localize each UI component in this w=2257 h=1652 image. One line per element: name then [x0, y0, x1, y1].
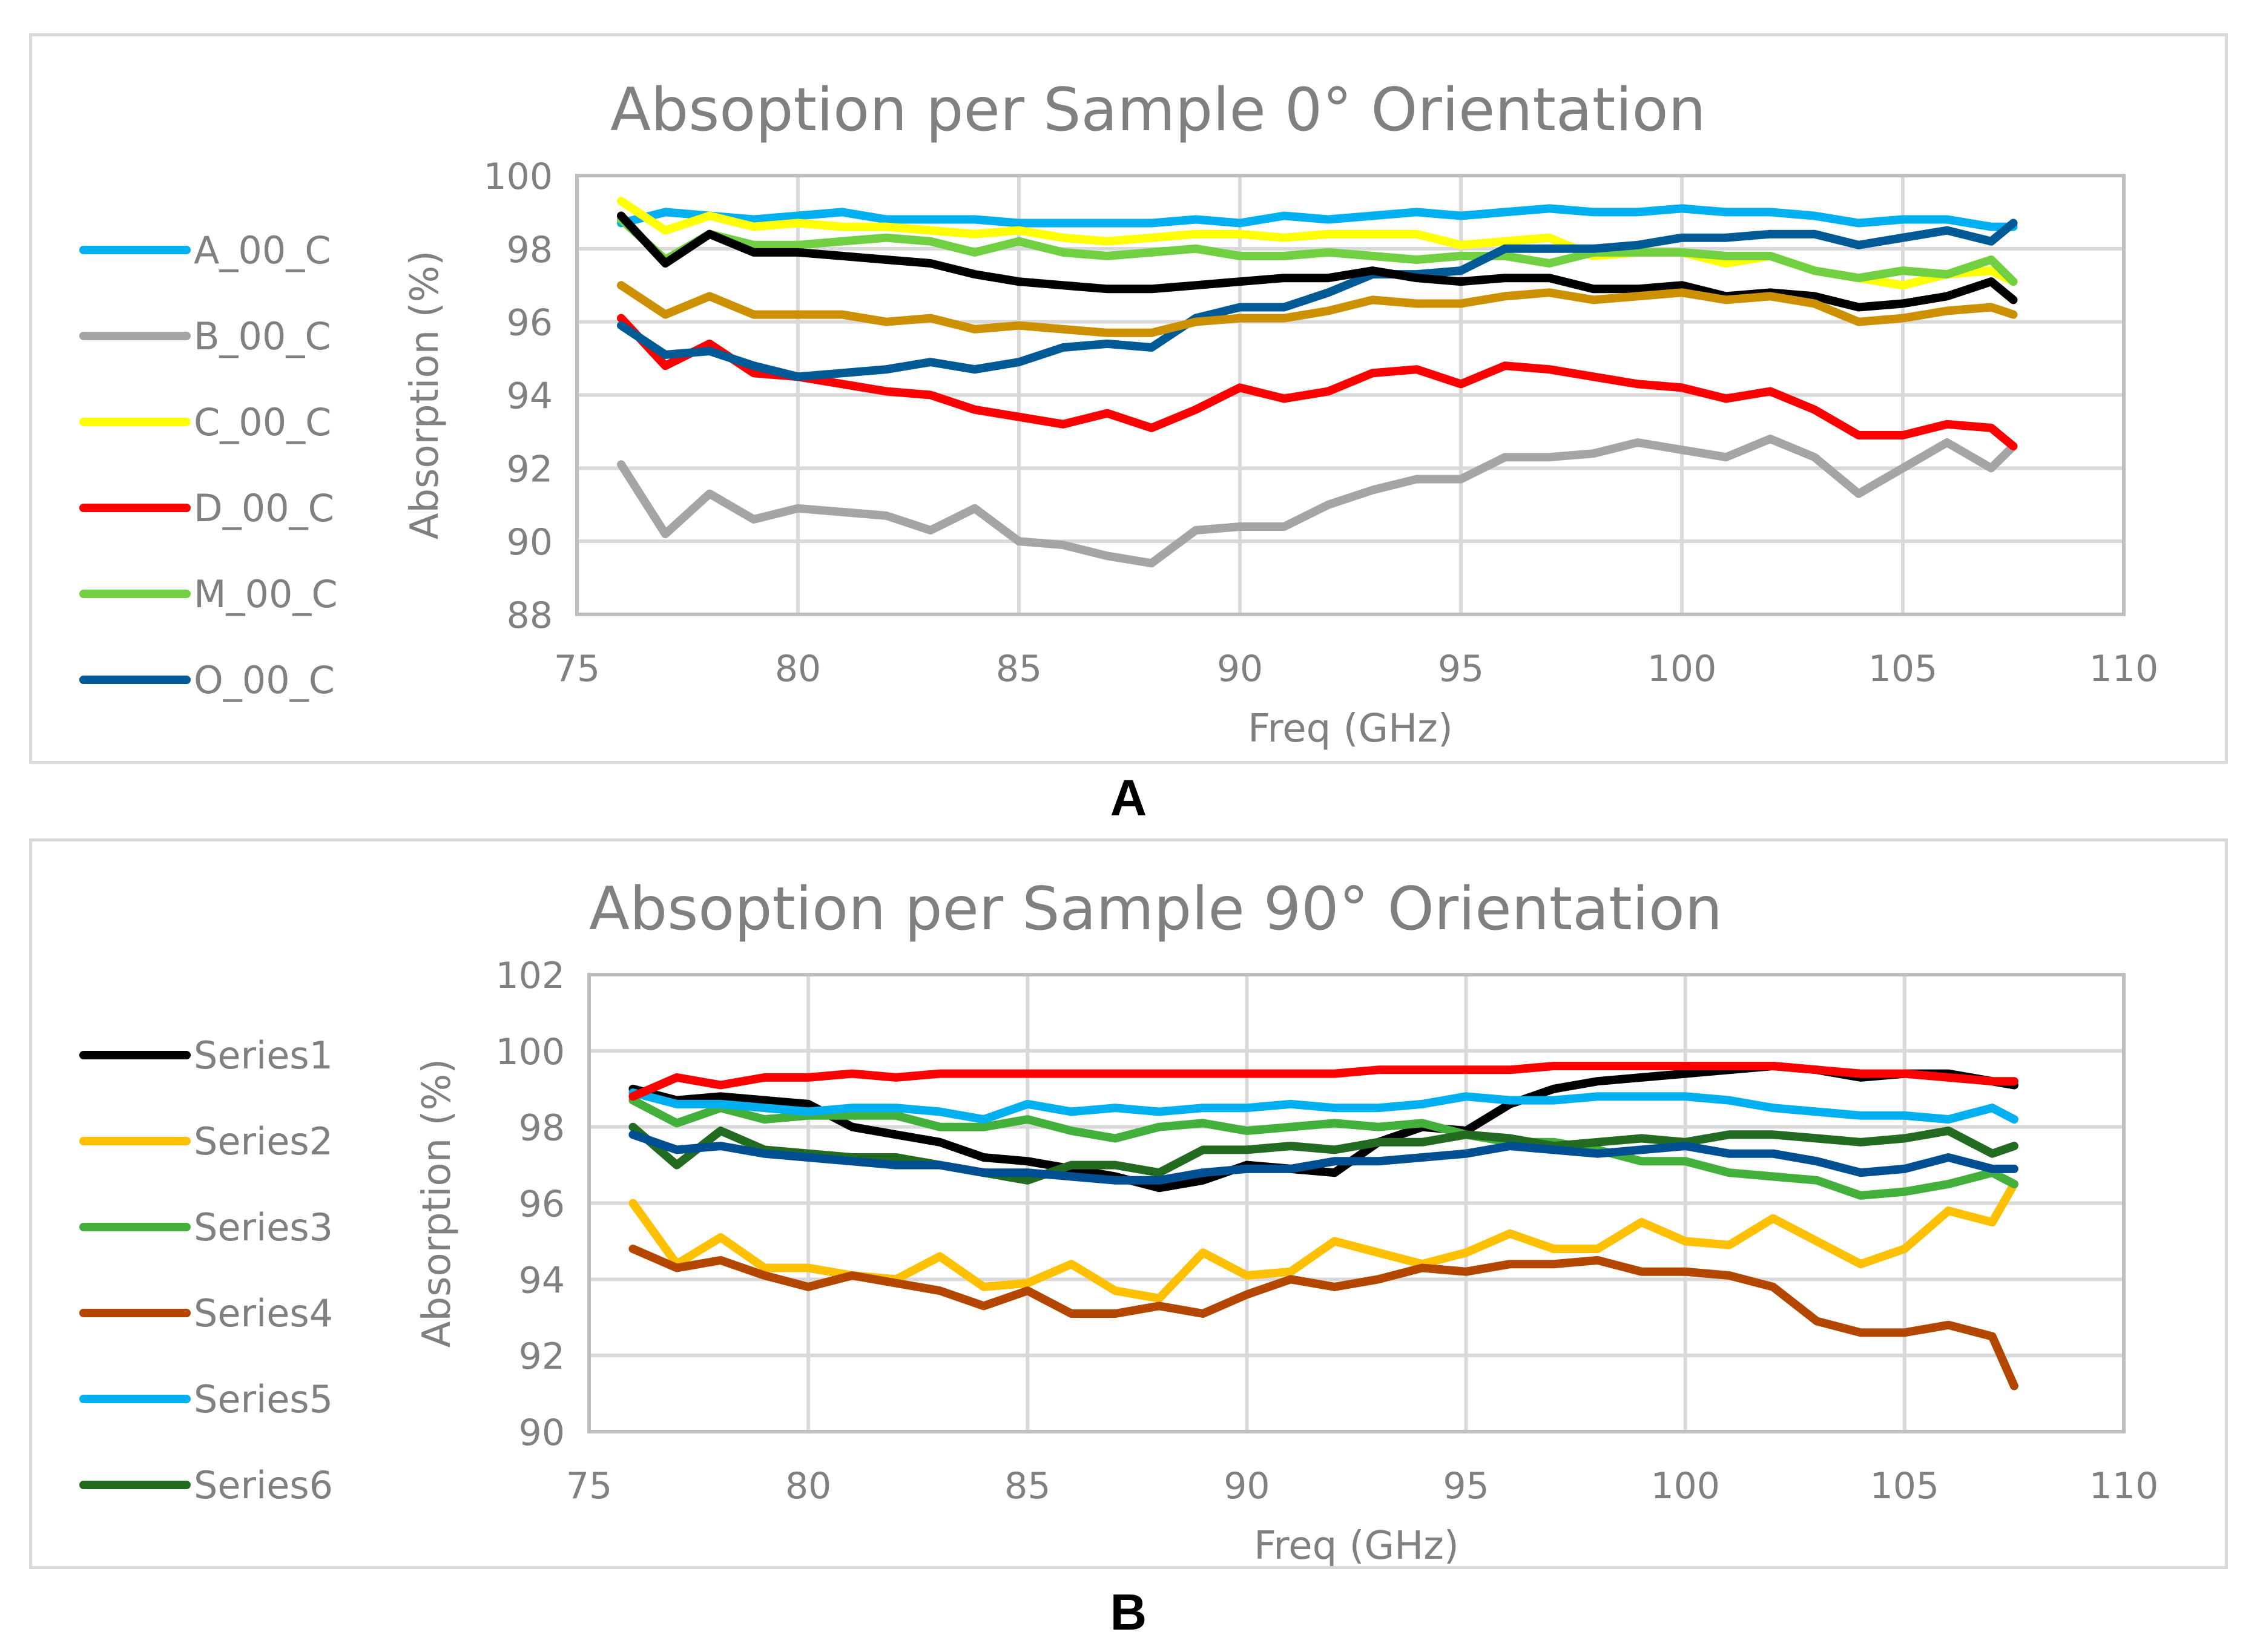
- legend-label: D_00_C: [194, 486, 334, 530]
- x-tick-label: 85: [996, 648, 1042, 690]
- x-tick-label: 95: [1438, 648, 1484, 690]
- x-tick-label: 75: [554, 648, 600, 690]
- x-tick-label: 100: [1650, 1465, 1720, 1507]
- y-tick-label: 94: [507, 375, 553, 418]
- series-line-b-00-c: [617, 435, 2018, 568]
- x-tick-label: 100: [1647, 648, 1717, 690]
- x-tick-label: 90: [1217, 648, 1263, 690]
- x-tick-label: 105: [1870, 1465, 1940, 1507]
- series-line-o-00-c: [617, 219, 2018, 381]
- figure-label-a: A: [1110, 769, 1147, 826]
- y-tick-label: 100: [483, 156, 553, 198]
- chart-panel-a: Absoption per Sample 0° Orientation 88 90 9…: [29, 33, 2228, 764]
- figure-label-b: B: [1110, 1584, 1147, 1640]
- y-tick-label: 90: [507, 521, 553, 564]
- series-line-series6: [628, 1122, 2018, 1185]
- series-line-series3: [628, 1096, 2018, 1200]
- legend-label: Series3: [194, 1205, 333, 1249]
- x-tick-label: 95: [1443, 1465, 1489, 1507]
- x-axis-label: Freq (GHz): [1254, 1524, 1459, 1566]
- x-tick-label: 85: [1004, 1465, 1050, 1507]
- y-axis-label: Absorption (%): [403, 251, 447, 540]
- x-tick-label: 80: [775, 648, 821, 690]
- chart-b-svg: Absoption per Sample 90° Orientation 90 92…: [79, 875, 2159, 1566]
- legend-label: Series6: [194, 1463, 333, 1507]
- chart-a-svg: Absoption per Sample 0° Orientation 88 90 9…: [79, 76, 2159, 751]
- y-tick-label: 92: [507, 448, 553, 490]
- legend-label: Series5: [194, 1377, 333, 1421]
- series-line-unlabeled-darkblue: [628, 1130, 2018, 1185]
- legend-label: A_00_C: [194, 228, 331, 272]
- plot-area-border: [587, 973, 2126, 1433]
- y-tick-label: 96: [507, 302, 553, 344]
- y-tick-label: 88: [507, 594, 553, 637]
- chart-title: Absoption per Sample 90° Orientation: [589, 875, 1722, 944]
- x-tick-label: 105: [1868, 648, 1938, 690]
- x-tick-label: 75: [566, 1465, 612, 1507]
- series-line-a-00-c: [617, 204, 2018, 231]
- y-tick-label: 102: [495, 955, 565, 997]
- y-tick-label: 90: [519, 1412, 565, 1454]
- series-line-series5: [628, 1088, 2018, 1124]
- y-tick-label: 100: [495, 1031, 565, 1073]
- y-tick-label: 94: [519, 1259, 565, 1302]
- y-tick-label: 96: [519, 1183, 565, 1226]
- series-line-unlabeled-gold: [617, 281, 2018, 337]
- series-line-unlabeled-black: [617, 211, 2018, 312]
- series-line-unlabeled-red: [628, 1062, 2018, 1101]
- legend-label: B_00_C: [194, 314, 331, 358]
- legend-label: Series1: [194, 1033, 333, 1078]
- y-tick-label: 92: [519, 1335, 565, 1378]
- legend-label: C_00_C: [194, 400, 331, 444]
- legend-label: Series2: [194, 1119, 333, 1163]
- y-axis-label: Absorption (%): [415, 1059, 460, 1348]
- series-line-d-00-c: [617, 314, 2018, 451]
- x-tick-label: 90: [1224, 1465, 1270, 1507]
- y-tick-label: 98: [519, 1107, 565, 1150]
- chart-title: Absoption per Sample 0° Orientation: [610, 76, 1706, 145]
- legend-label: M_00_C: [194, 572, 338, 616]
- x-tick-label: 80: [785, 1465, 831, 1507]
- x-tick-label: 110: [2089, 648, 2159, 690]
- plot-area-border: [575, 174, 2126, 616]
- x-tick-label: 110: [2089, 1465, 2159, 1507]
- legend-label: O_00_C: [194, 658, 335, 702]
- series-line-m-00-c: [617, 215, 2018, 286]
- x-axis-label: Freq (GHz): [1248, 706, 1453, 751]
- y-tick-label: 98: [507, 229, 553, 271]
- chart-panel-b: Absoption per Sample 90° Orientation 90 92…: [29, 838, 2228, 1569]
- series-line-series4: [628, 1245, 2018, 1390]
- legend-label: Series4: [194, 1291, 333, 1335]
